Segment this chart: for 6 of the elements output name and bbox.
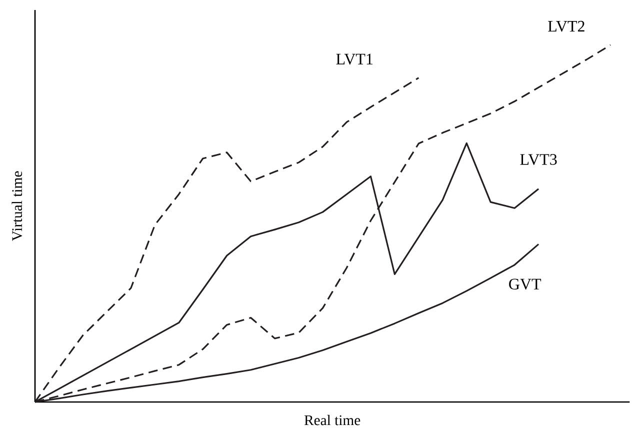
series-label: GVT — [509, 278, 542, 290]
text: LVT1 — [336, 54, 372, 65]
series-label: LVT3 — [520, 154, 557, 165]
x-axis-title: Real time — [304, 414, 360, 426]
y-axis-title: Virtual time — [12, 171, 22, 242]
series-label: LVT2 — [548, 20, 584, 32]
